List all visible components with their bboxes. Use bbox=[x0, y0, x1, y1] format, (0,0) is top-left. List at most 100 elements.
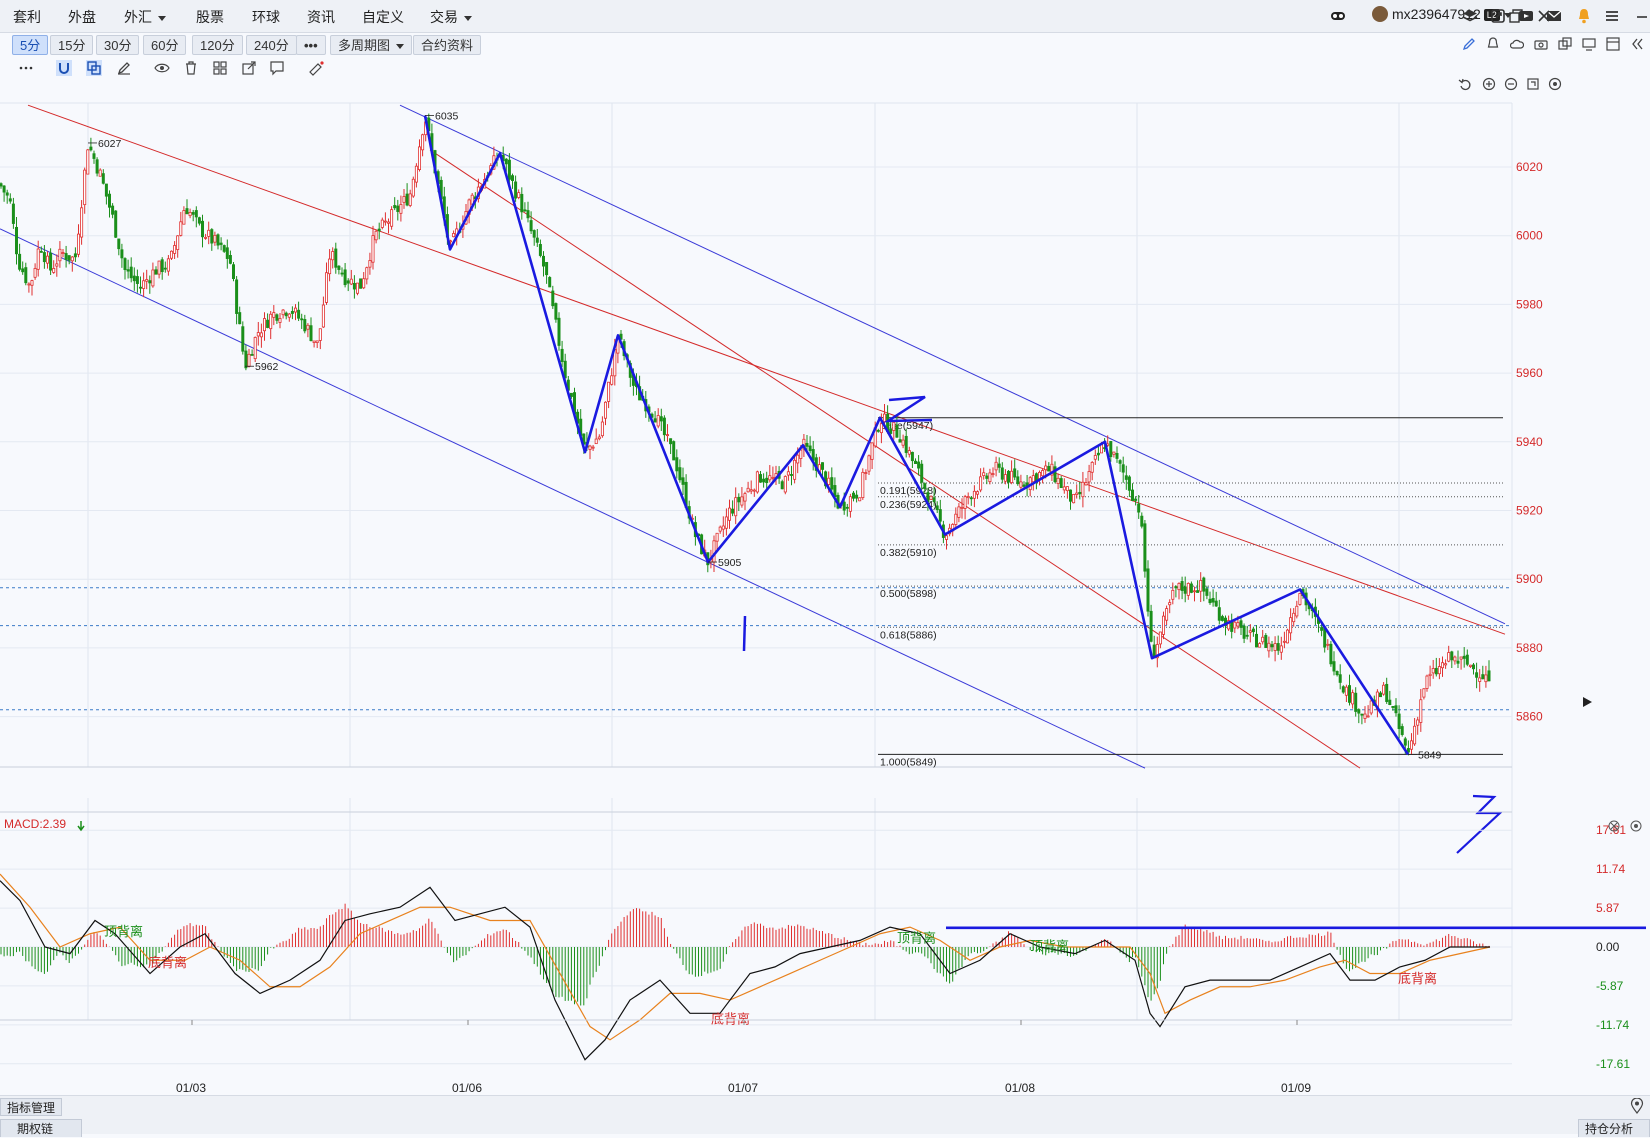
period-button-15m[interactable]: 15分 bbox=[50, 35, 94, 55]
more-periods-button[interactable]: ••• bbox=[296, 35, 326, 55]
candle-up bbox=[470, 194, 474, 205]
menu-list-icon[interactable] bbox=[1604, 8, 1620, 24]
undo-icon[interactable] bbox=[1458, 77, 1472, 91]
candle-down bbox=[985, 475, 989, 479]
zoom-out-icon[interactable] bbox=[1504, 77, 1518, 91]
candle-up bbox=[492, 155, 496, 170]
candle-down bbox=[436, 171, 440, 184]
candle-down bbox=[1118, 460, 1122, 464]
candle-down bbox=[49, 252, 53, 271]
period-button-240m[interactable]: 240分 bbox=[246, 35, 297, 55]
candle-up bbox=[954, 513, 958, 525]
candle-up bbox=[204, 237, 208, 239]
candle-down bbox=[284, 312, 288, 317]
zoom-in-icon[interactable] bbox=[1482, 77, 1496, 91]
external-link-icon[interactable] bbox=[1490, 8, 1506, 24]
bottom-bar: 指标管理 期权链 持仓分析 bbox=[0, 1095, 1650, 1137]
channel-line bbox=[27, 104, 1506, 635]
trash-icon[interactable] bbox=[183, 60, 199, 76]
menu-item-zidingyi[interactable]: 自定义 bbox=[362, 9, 404, 25]
candle-up bbox=[740, 496, 744, 506]
tab-position-analysis-label: 持仓分析 bbox=[1585, 1122, 1634, 1136]
menu-item-waipan[interactable]: 外盘 bbox=[68, 9, 96, 25]
candle-up bbox=[489, 165, 493, 175]
close-icon[interactable] bbox=[1536, 8, 1552, 24]
mail-icon[interactable] bbox=[1546, 8, 1562, 24]
candle-up bbox=[867, 455, 871, 472]
bell-icon[interactable] bbox=[1576, 8, 1592, 24]
menu-item-waihui[interactable]: 外汇 bbox=[124, 7, 166, 27]
copy-icon[interactable] bbox=[1558, 37, 1572, 51]
candle-down bbox=[1434, 667, 1438, 675]
multi-period-button[interactable]: 多周期图 bbox=[330, 35, 413, 55]
tab-position-analysis[interactable]: 持仓分析 bbox=[1578, 1119, 1650, 1137]
candle-down bbox=[1007, 470, 1011, 483]
hand-drawn-bolt-mark bbox=[1456, 794, 1503, 854]
candle-up bbox=[455, 228, 459, 236]
period-button-30m[interactable]: 30分 bbox=[96, 35, 140, 55]
eraser-icon[interactable] bbox=[116, 60, 132, 76]
time-tick-label: 01/06 bbox=[452, 1081, 482, 1095]
candle-down bbox=[941, 524, 945, 538]
ruler-icon[interactable] bbox=[308, 60, 324, 76]
candle-down bbox=[42, 252, 46, 263]
tab-option-chain[interactable]: 期权链 bbox=[0, 1119, 82, 1137]
eye-icon[interactable] bbox=[154, 60, 170, 76]
chart-settings-icon[interactable] bbox=[1548, 77, 1562, 91]
candle-down bbox=[1465, 654, 1469, 665]
candle-up bbox=[690, 517, 694, 520]
pencil-icon[interactable] bbox=[1462, 37, 1476, 51]
candle-down bbox=[1317, 617, 1321, 624]
wave-drawing[interactable] bbox=[423, 115, 1410, 756]
candle-down bbox=[129, 266, 133, 279]
candle-up bbox=[1351, 692, 1355, 705]
contract-info-button[interactable]: 合约资料 bbox=[413, 35, 482, 55]
magnet-icon[interactable] bbox=[56, 60, 72, 76]
grid-icon[interactable] bbox=[212, 60, 228, 76]
overlap-icon[interactable] bbox=[86, 60, 102, 76]
window-settings-icon[interactable] bbox=[1606, 37, 1620, 51]
cloud-icon[interactable] bbox=[1510, 37, 1524, 51]
period-button-5m[interactable]: 5分 bbox=[12, 35, 49, 55]
menu-item-jiaoyi[interactable]: 交易 bbox=[430, 7, 472, 27]
minimize-icon[interactable] bbox=[1634, 8, 1650, 24]
period-button-120m[interactable]: 120分 bbox=[192, 35, 243, 55]
candle-up bbox=[269, 313, 273, 330]
candle-down bbox=[89, 146, 93, 151]
period-button-60m[interactable]: 60分 bbox=[143, 35, 187, 55]
candle-up bbox=[1484, 674, 1488, 683]
restore-icon[interactable] bbox=[1508, 8, 1524, 24]
candle-down bbox=[675, 457, 679, 472]
candle-down bbox=[486, 175, 490, 178]
layers-icon[interactable] bbox=[1462, 8, 1478, 24]
menu-item-gupiao[interactable]: 股票 bbox=[196, 9, 224, 25]
menu-item-huanqiu[interactable]: 环球 bbox=[252, 9, 280, 25]
candle-down bbox=[759, 474, 763, 483]
camera-icon[interactable] bbox=[1534, 37, 1548, 51]
monitor-icon[interactable] bbox=[1582, 37, 1596, 51]
candle-down bbox=[1391, 706, 1395, 708]
fib-level-label: 0.618(5886) bbox=[880, 629, 937, 641]
reset-view-icon[interactable] bbox=[1526, 77, 1540, 91]
share-icon[interactable] bbox=[241, 60, 257, 76]
macd-histogram bbox=[0, 903, 1490, 1006]
drawing-toolbar bbox=[0, 57, 1650, 79]
indicator-manager-button[interactable]: 指标管理 bbox=[0, 1098, 63, 1116]
fibonacci-retracement[interactable]: base(5947) 0.191(5928) 0.236(5924) 0.382(59… bbox=[878, 417, 1503, 769]
candle-up bbox=[793, 459, 797, 480]
location-pin-icon[interactable] bbox=[1630, 1098, 1644, 1114]
alert-bell-icon[interactable] bbox=[1486, 37, 1500, 51]
comment-icon[interactable] bbox=[269, 60, 285, 76]
menu-item-taoli[interactable]: 套利 bbox=[13, 9, 41, 25]
menu-item-zixun[interactable]: 资讯 bbox=[307, 9, 335, 25]
candle-down bbox=[1078, 491, 1082, 495]
collapse-panel-icon[interactable] bbox=[1630, 37, 1644, 51]
macd-settings-icon[interactable] bbox=[1630, 820, 1642, 832]
candle-up bbox=[262, 318, 266, 332]
glasses-icon[interactable] bbox=[1330, 8, 1346, 24]
candle-up bbox=[1236, 622, 1240, 627]
more-tools-icon[interactable] bbox=[18, 60, 34, 76]
macd-close-icon[interactable] bbox=[1608, 820, 1620, 832]
candle-down bbox=[352, 282, 356, 290]
